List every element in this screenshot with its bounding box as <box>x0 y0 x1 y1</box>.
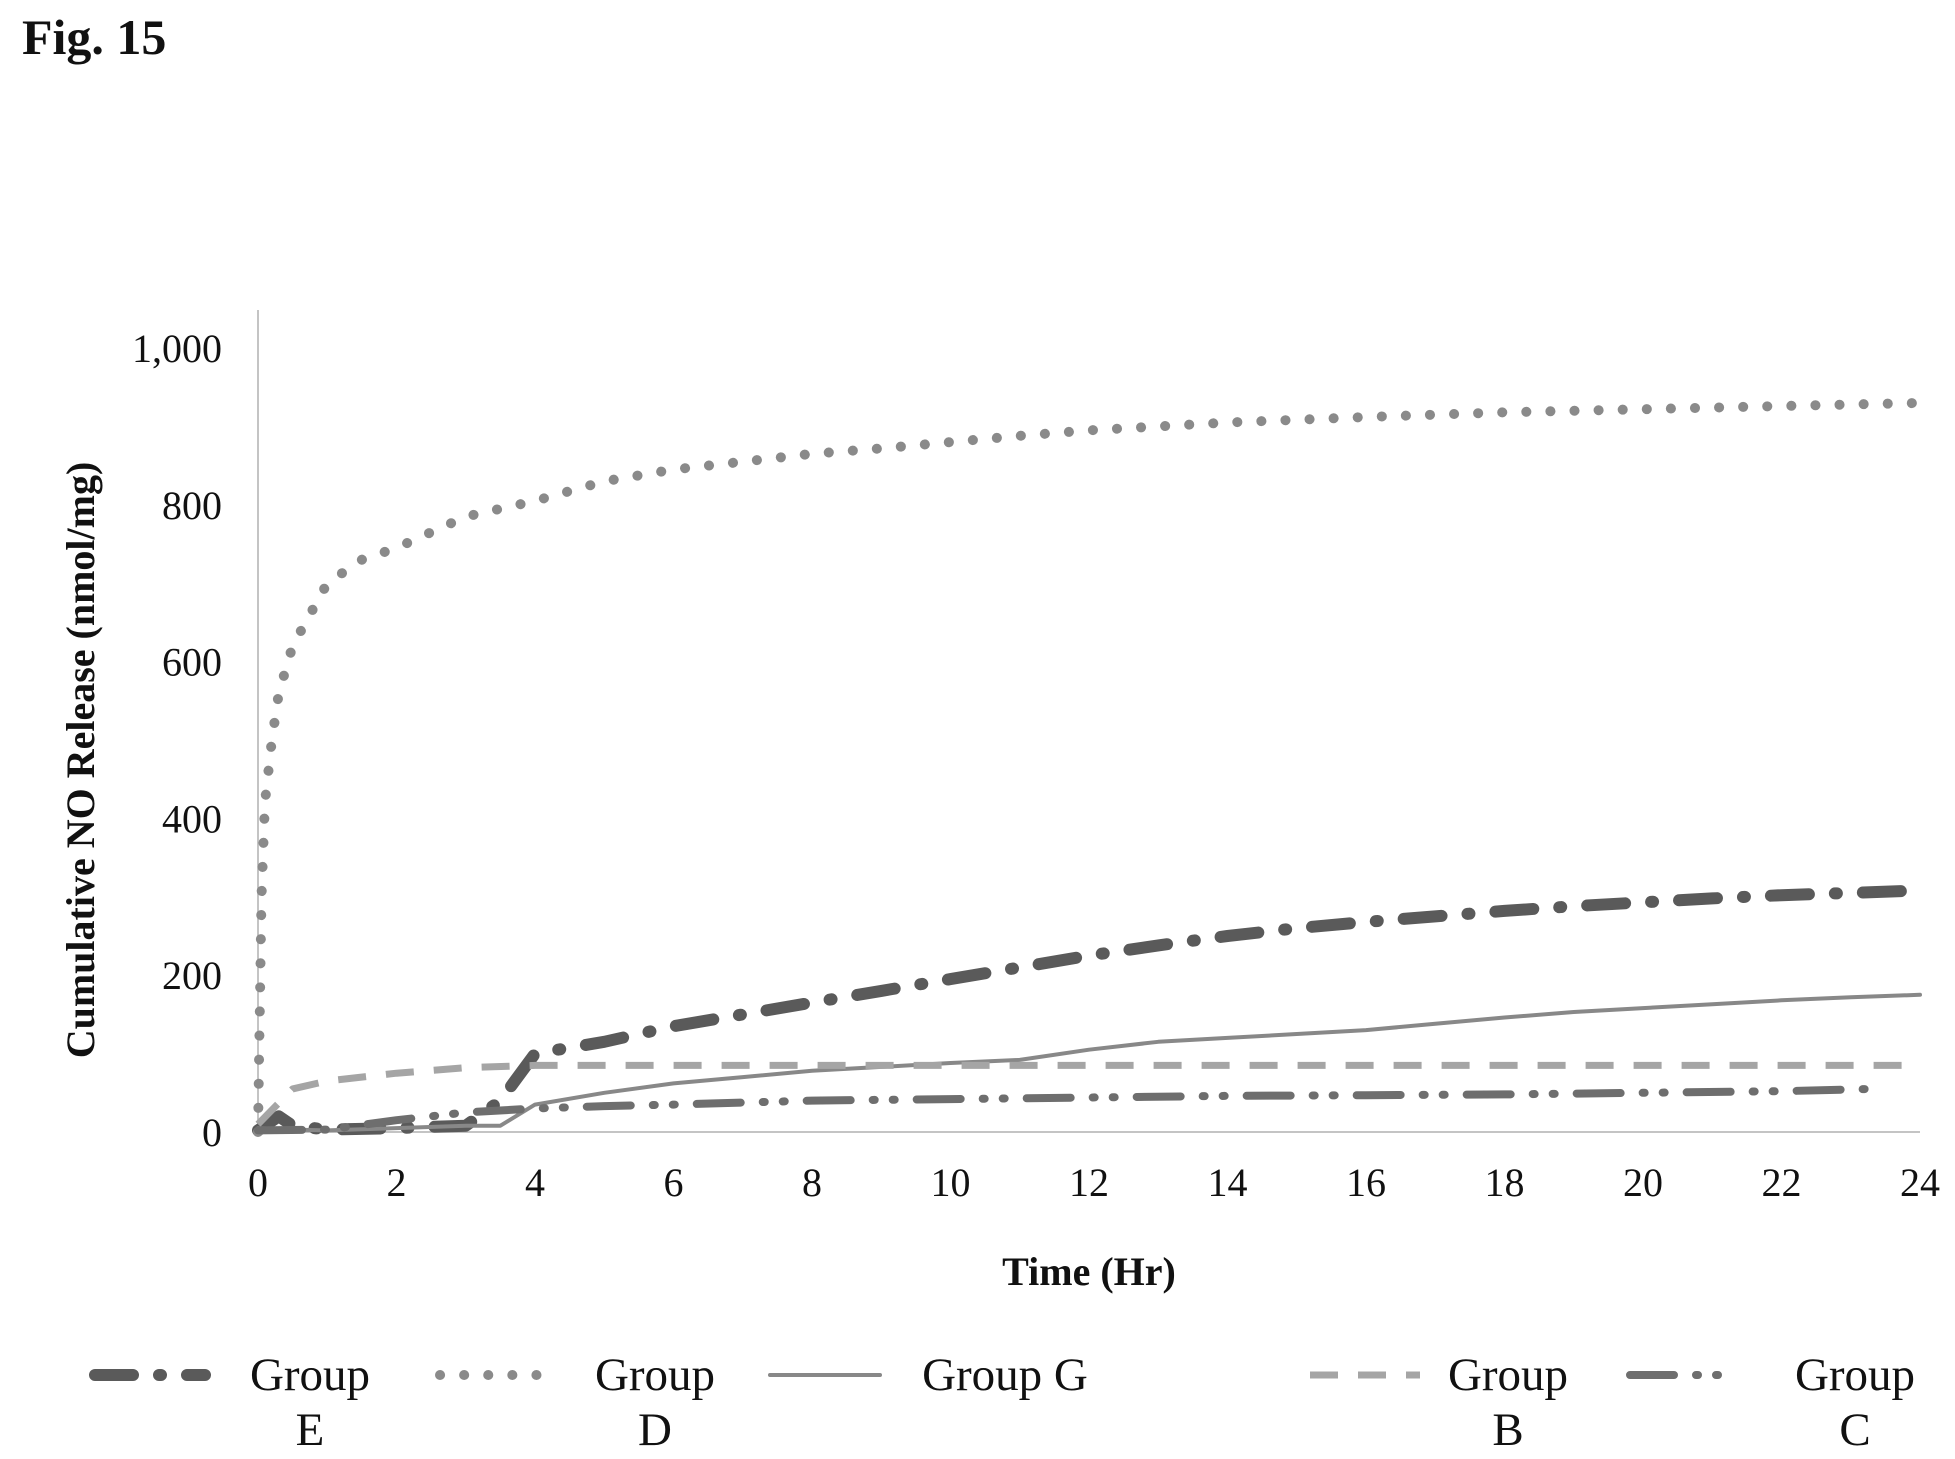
legend-label-group-e: Group <box>250 1349 370 1401</box>
legend-label-group-b: B <box>1492 1404 1523 1456</box>
series-line-group-d <box>253 397 1925 1137</box>
legend-label-group-d: Group <box>595 1349 715 1401</box>
y-tick-label: 200 <box>162 953 222 998</box>
legend-label-group-b: Group <box>1448 1349 1568 1401</box>
y-axis-title: Cumulative NO Release (nmol/mg) <box>58 462 103 1059</box>
x-tick-label: 14 <box>1208 1160 1248 1205</box>
series-line-group-b <box>255 1061 1920 1127</box>
legend-label-group-c: C <box>1839 1404 1870 1456</box>
series-line-group-g <box>256 992 1922 1133</box>
x-tick-label: 6 <box>664 1160 684 1205</box>
x-tick-label: 20 <box>1623 1160 1663 1205</box>
legend-label-group-g: Group G <box>922 1349 1088 1401</box>
series-line-group-c <box>254 1084 1876 1135</box>
x-tick-label: 24 <box>1900 1160 1940 1205</box>
legend-label-group-d: D <box>638 1404 672 1456</box>
x-tick-label: 22 <box>1762 1160 1802 1205</box>
x-tick-label: 10 <box>931 1160 971 1205</box>
figure-label: Fig. 15 <box>22 9 167 65</box>
y-tick-label: 600 <box>162 640 222 685</box>
y-tick-label: 1,000 <box>132 326 222 371</box>
legend-label-group-e: E <box>296 1404 325 1456</box>
legend-label-group-c: Group <box>1795 1349 1915 1401</box>
y-tick-label: 800 <box>162 483 222 528</box>
x-tick-label: 8 <box>802 1160 822 1205</box>
x-tick-label: 0 <box>248 1160 268 1205</box>
x-tick-label: 16 <box>1346 1160 1386 1205</box>
y-tick-label: 400 <box>162 796 222 841</box>
x-tick-label: 12 <box>1069 1160 1109 1205</box>
series-line-group-e <box>252 884 1926 1137</box>
x-axis-title: Time (Hr) <box>1002 1249 1176 1294</box>
x-tick-label: 2 <box>387 1160 407 1205</box>
chart-series-layer <box>252 397 1926 1137</box>
x-tick-label: 18 <box>1485 1160 1525 1205</box>
x-tick-label: 4 <box>525 1160 545 1205</box>
y-tick-label: 0 <box>202 1110 222 1155</box>
